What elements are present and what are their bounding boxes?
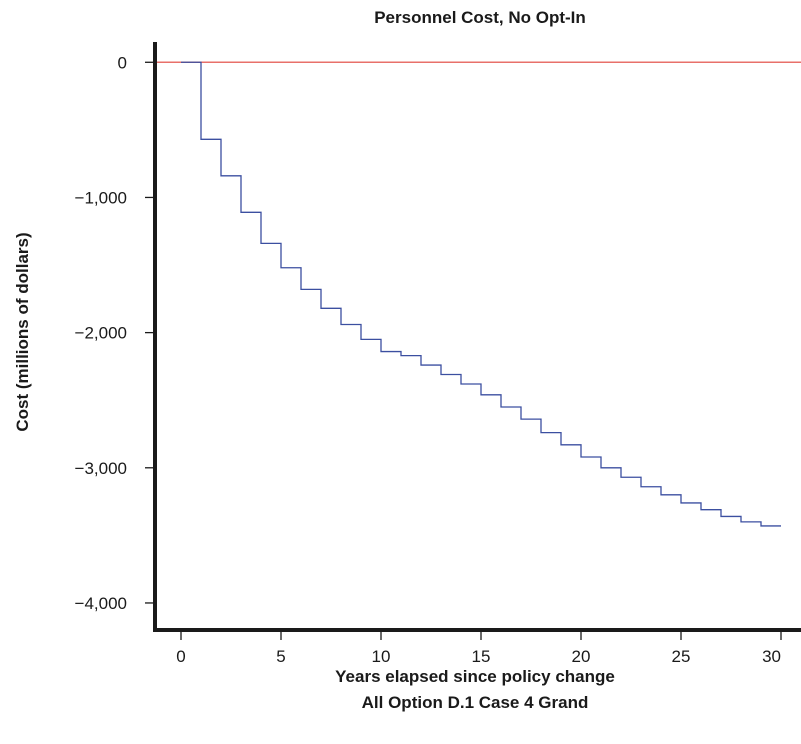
y-tick-label: −1,000: [75, 188, 127, 207]
x-tick-label: 20: [572, 647, 591, 666]
x-tick-label: 5: [276, 647, 285, 666]
y-ticks: 0 −1,000 −2,000 −3,000 −4,000: [75, 53, 155, 613]
x-tick-label: 0: [176, 647, 185, 666]
x-tick-label: 30: [762, 647, 781, 666]
plot-area: [155, 61, 801, 527]
series-step-line: [181, 61, 781, 527]
y-tick-label: −2,000: [75, 324, 127, 343]
x-tick-label: 15: [472, 647, 491, 666]
x-axis-subtitle: All Option D.1 Case 4 Grand: [362, 693, 589, 712]
chart-title: Personnel Cost, No Opt-In: [374, 8, 586, 27]
x-tick-label: 10: [372, 647, 391, 666]
y-axis-title: Cost (millions of dollars): [13, 232, 32, 431]
y-tick-label: 0: [118, 53, 127, 72]
y-tick-label: −3,000: [75, 459, 127, 478]
y-tick-label: −4,000: [75, 594, 127, 613]
x-ticks: 0 5 10 15 20 25 30: [176, 630, 782, 666]
x-axis-title: Years elapsed since policy change: [335, 667, 615, 686]
x-tick-label: 25: [672, 647, 691, 666]
